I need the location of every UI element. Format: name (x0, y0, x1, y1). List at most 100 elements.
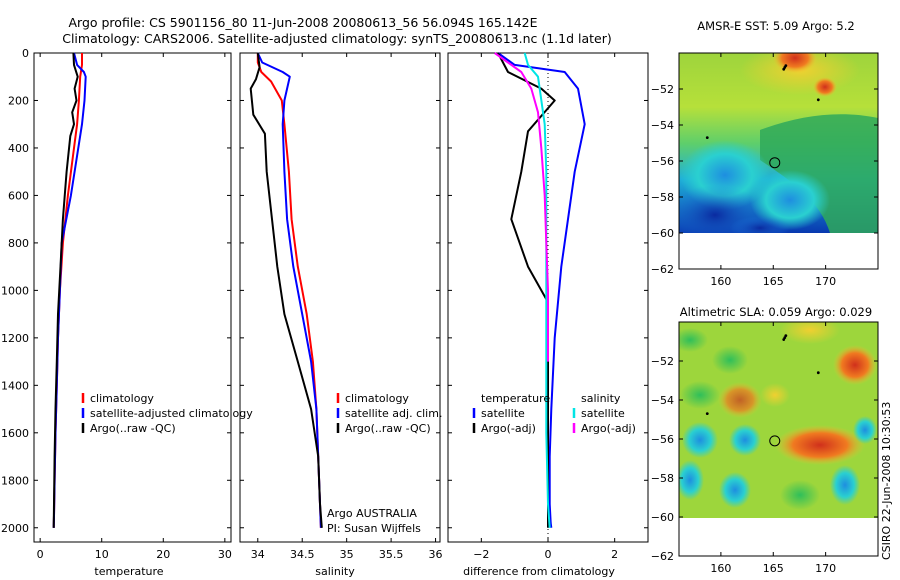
legend-label: satellite adj. clim. (345, 407, 442, 420)
difference-legend: temperature salinity satellite Argo(-adj) sa… (472, 392, 636, 435)
series-line-climatology (52, 53, 83, 528)
y-tick-label: 1200 (1, 332, 29, 345)
map-x-tick-label: 160 (710, 275, 731, 288)
series-line-argo-raw-qc- (249, 52, 323, 528)
figure-title-line2: Climatology: CARS2006. Satellite-adjuste… (62, 31, 612, 46)
argo-program-label: Argo AUSTRALIA (327, 507, 417, 520)
sla-float-track (705, 334, 820, 416)
salinity-x-ticks: 34 34.5 35 35.5 36 (251, 53, 443, 561)
temperature-y-ticks: 0 200 400 600 800 1000 1200 1400 1600 1800 2000 (1, 47, 231, 535)
sst-hot-spot-2 (813, 77, 837, 97)
legend-label: climatology (345, 392, 409, 405)
series-line-satellite-adj-clim- (256, 52, 322, 528)
x-tick-label: 0 (545, 548, 552, 561)
legend-group-title: temperature (481, 392, 550, 405)
sla-green-eddy (679, 328, 708, 352)
map-x-tick-label: 170 (815, 562, 836, 575)
map-y-tick-label: −58 (651, 191, 674, 204)
sst-cyan-patch-2 (750, 170, 830, 230)
sla-map-panel: Altimetric SLA: 0.059 Argo: 0.029 160 165… (651, 305, 879, 575)
series-line-climatology (256, 53, 322, 528)
salinity-legend: climatology satellite adj. clim. Argo(..ra… (336, 392, 442, 435)
map-x-tick-label: 170 (815, 275, 836, 288)
legend-label: satellite (481, 407, 525, 420)
map-x-tick-label: 165 (763, 275, 784, 288)
x-tick-label: 30 (218, 548, 232, 561)
sla-cold-eddy (679, 460, 704, 500)
argo-pi-label: PI: Susan Wijffels (327, 522, 421, 535)
map-y-tick-label: −56 (651, 433, 674, 446)
map-x-tick-label: 165 (763, 562, 784, 575)
temperature-series (52, 52, 87, 528)
x-tick-label: 34.5 (290, 548, 315, 561)
legend-label: Argo(-adj) (481, 422, 536, 435)
temperature-axes-frame (33, 52, 232, 543)
temperature-profile-panel: 0 10 20 30 0 200 400 600 800 1000 1200 1400 1600 180… (1, 47, 253, 578)
y-tick-label: 1600 (1, 427, 29, 440)
float-track-point (705, 136, 709, 140)
sla-warm-eddy (718, 382, 762, 418)
sla-yellow-patch (780, 322, 840, 344)
legend-label: Argo(..raw -QC) (90, 422, 176, 435)
map-y-tick-label: −54 (651, 394, 674, 407)
sst-map-panel: AMSR-E SST: 5.09 Argo: 5.2 160 165 170 −52… (651, 19, 879, 288)
sla-warm-eddy (833, 345, 877, 385)
series-line-argo-raw-qc- (52, 52, 79, 528)
sst-green-region (760, 114, 878, 233)
y-tick-label: 1000 (1, 284, 29, 297)
sla-cold-eddy (830, 465, 860, 505)
y-tick-label: 400 (8, 142, 29, 155)
y-tick-label: 2000 (1, 522, 29, 535)
series-line-temperature-satellite (497, 52, 586, 528)
float-track-point (782, 338, 786, 341)
salinity-y-ticks (240, 52, 440, 529)
map-x-tick-label: 160 (710, 562, 731, 575)
sla-cold-eddy (729, 424, 761, 456)
map-y-tick-label: −56 (651, 155, 674, 168)
map-y-tick-label: −60 (651, 227, 674, 240)
y-tick-label: 1800 (1, 474, 29, 487)
y-tick-label: 200 (8, 94, 29, 107)
salinity-series (249, 52, 323, 528)
sla-cold-eddy (853, 416, 877, 444)
sla-green-eddy (680, 381, 720, 409)
sst-field (679, 53, 878, 233)
x-tick-label: −2 (473, 548, 489, 561)
map-y-tick-label: −54 (651, 119, 674, 132)
y-tick-label: 800 (8, 237, 29, 250)
salinity-profile-panel: 34 34.5 35 35.5 36 salinity climatology satel… (239, 52, 443, 578)
sla-warm-eddy (775, 425, 865, 465)
float-track-point (784, 334, 788, 338)
figure-title-line1: Argo profile: CS 5901156_80 11-Jun-2008 … (68, 15, 537, 30)
sst-cold-patch (679, 185, 765, 233)
temperature-legend: climatology satellite-adjusted climatolog… (81, 392, 253, 435)
sst-hot-spot (773, 53, 817, 73)
temperature-x-ticks: 0 10 20 30 (37, 53, 232, 561)
float-track-point (782, 67, 786, 71)
difference-y-ticks (448, 52, 648, 529)
legend-label: climatology (90, 392, 154, 405)
y-tick-label: 600 (8, 189, 29, 202)
legend-label: Argo(..raw -QC) (345, 422, 431, 435)
y-tick-label: 0 (22, 47, 29, 60)
x-tick-label: 36 (429, 548, 443, 561)
sla-cold-eddy (719, 472, 751, 508)
salinity-xlabel: salinity (315, 565, 355, 578)
map-y-tick-label: −62 (651, 263, 674, 276)
map-y-tick-label: −58 (651, 472, 674, 485)
sla-y-ticks: −52 −54 −56 −58 −60 −62 (651, 355, 878, 563)
legend-label: satellite (581, 407, 625, 420)
csiro-timestamp: CSIRO 22-Jun-2008 10:30:53 (880, 402, 893, 560)
map-y-tick-label: −62 (651, 550, 674, 563)
legend-label: Argo(-adj) (581, 422, 636, 435)
sst-argo-position-marker (769, 157, 781, 169)
x-tick-label: 20 (156, 548, 170, 561)
x-tick-label: 35.5 (379, 548, 404, 561)
sla-argo-position-marker (769, 435, 781, 447)
sla-green-eddy (780, 480, 820, 510)
map-y-tick-label: −52 (651, 83, 674, 96)
map-y-tick-label: −52 (651, 355, 674, 368)
series-line-salinity-argo-adj- (494, 52, 549, 362)
float-track-point (816, 371, 820, 375)
sst-float-track (705, 64, 820, 140)
